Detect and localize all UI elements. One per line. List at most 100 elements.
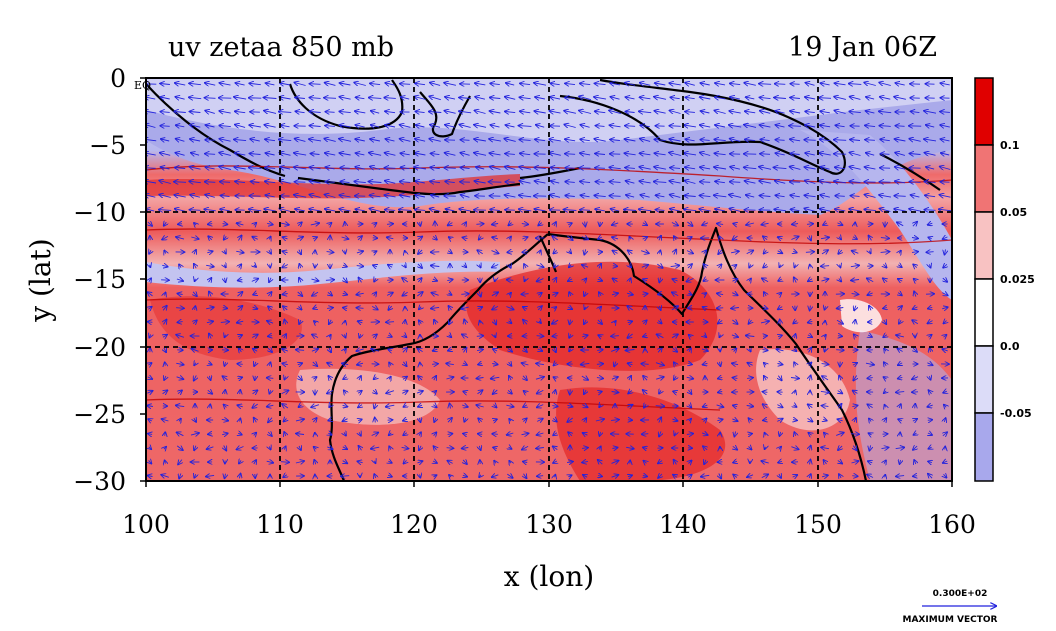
wind-vector bbox=[761, 223, 769, 224]
wind-vector bbox=[804, 167, 816, 169]
wind-vector bbox=[760, 154, 771, 155]
wind-vector bbox=[928, 321, 933, 324]
wind-vector bbox=[820, 83, 830, 85]
wind-vector bbox=[355, 209, 365, 211]
wind-vector bbox=[477, 250, 483, 254]
wind-vector bbox=[719, 236, 720, 239]
wind-vector bbox=[536, 265, 543, 267]
wind-vector bbox=[820, 209, 831, 211]
colorbar-label-minus0.05: -0.05 bbox=[1000, 407, 1032, 420]
wind-vector bbox=[299, 264, 300, 268]
x-tick-160: 160 bbox=[928, 510, 976, 539]
wind-vector bbox=[505, 97, 516, 100]
wind-vector bbox=[703, 264, 706, 268]
wind-vector bbox=[519, 140, 531, 141]
wind-vector bbox=[805, 125, 816, 127]
wind-vector bbox=[914, 291, 916, 297]
wind-vector bbox=[839, 237, 841, 240]
wind-vector bbox=[159, 181, 171, 184]
wind-vector bbox=[790, 98, 800, 99]
wind-vector bbox=[775, 181, 786, 184]
wind-vector bbox=[629, 265, 631, 268]
wind-vector bbox=[535, 209, 546, 211]
wind-vector bbox=[235, 83, 245, 85]
wind-vector bbox=[235, 111, 246, 112]
wind-vector bbox=[249, 125, 261, 127]
wind-vector bbox=[941, 139, 950, 141]
wind-vector bbox=[746, 250, 754, 253]
wind-vector bbox=[223, 224, 228, 225]
wind-vector bbox=[898, 293, 902, 296]
wind-vector bbox=[385, 111, 396, 112]
wind-vector bbox=[599, 307, 601, 310]
wind-vector bbox=[523, 320, 527, 325]
wind-vector bbox=[239, 264, 242, 267]
wind-vector bbox=[404, 265, 406, 268]
wind-vector bbox=[385, 153, 396, 156]
wind-vector bbox=[460, 167, 470, 168]
wind-vector bbox=[551, 167, 560, 168]
wind-vector bbox=[879, 195, 891, 197]
wind-vector bbox=[611, 97, 620, 99]
wind-vector bbox=[415, 139, 426, 141]
wind-vector bbox=[160, 153, 171, 156]
wind-vector bbox=[252, 237, 258, 240]
wind-vector bbox=[445, 125, 456, 127]
wind-vector bbox=[704, 250, 707, 253]
wind-vector bbox=[265, 153, 275, 155]
wind-vector bbox=[535, 181, 546, 183]
wind-vector bbox=[940, 83, 950, 85]
wind-vector bbox=[160, 112, 170, 113]
wind-vector bbox=[419, 320, 422, 323]
wind-vector bbox=[299, 250, 301, 255]
wind-vector bbox=[506, 125, 515, 127]
wind-vector bbox=[912, 320, 919, 324]
wind-vector bbox=[654, 139, 666, 140]
wind-vector bbox=[339, 111, 351, 112]
wind-vector bbox=[760, 111, 771, 114]
wind-vector bbox=[283, 306, 287, 310]
wind-vector bbox=[522, 237, 527, 239]
wind-vector bbox=[849, 111, 861, 112]
wind-vector bbox=[310, 167, 321, 169]
wind-vector bbox=[238, 236, 241, 241]
wind-vector bbox=[913, 307, 918, 309]
wind-vector bbox=[703, 279, 706, 281]
wind-vector bbox=[475, 83, 486, 85]
wind-vector bbox=[625, 168, 635, 169]
wind-vector bbox=[176, 139, 185, 142]
wind-vector bbox=[926, 252, 934, 253]
wind-vector bbox=[190, 125, 201, 127]
wind-vector bbox=[550, 195, 561, 198]
wind-vector bbox=[345, 250, 346, 253]
wind-vector bbox=[374, 278, 376, 281]
wind-vector bbox=[205, 154, 216, 155]
wind-vector bbox=[374, 223, 377, 225]
wind-vector bbox=[418, 250, 422, 254]
wind-vector bbox=[449, 320, 451, 325]
wind-vector bbox=[253, 293, 257, 295]
wind-vector bbox=[864, 83, 876, 86]
wind-vector bbox=[492, 224, 499, 225]
wind-vector bbox=[268, 292, 271, 296]
wind-vector bbox=[190, 139, 201, 141]
wind-vector bbox=[685, 181, 696, 184]
wind-vector bbox=[884, 320, 887, 324]
wind-vector bbox=[339, 139, 352, 142]
wind-vector bbox=[715, 97, 726, 99]
wind-vector bbox=[224, 265, 226, 268]
wind-vector bbox=[159, 210, 172, 211]
wind-vector bbox=[580, 210, 591, 211]
wind-vector bbox=[702, 223, 709, 225]
wind-vector bbox=[610, 125, 621, 127]
wind-vector bbox=[596, 364, 603, 365]
wind-vector bbox=[174, 112, 186, 113]
wind-vector bbox=[401, 167, 410, 168]
wind-vector bbox=[852, 476, 857, 477]
wind-vector bbox=[279, 209, 291, 212]
wind-vector bbox=[670, 195, 681, 198]
wind-vector bbox=[595, 154, 606, 155]
wind-vector bbox=[490, 167, 501, 170]
wind-vector bbox=[670, 209, 681, 211]
